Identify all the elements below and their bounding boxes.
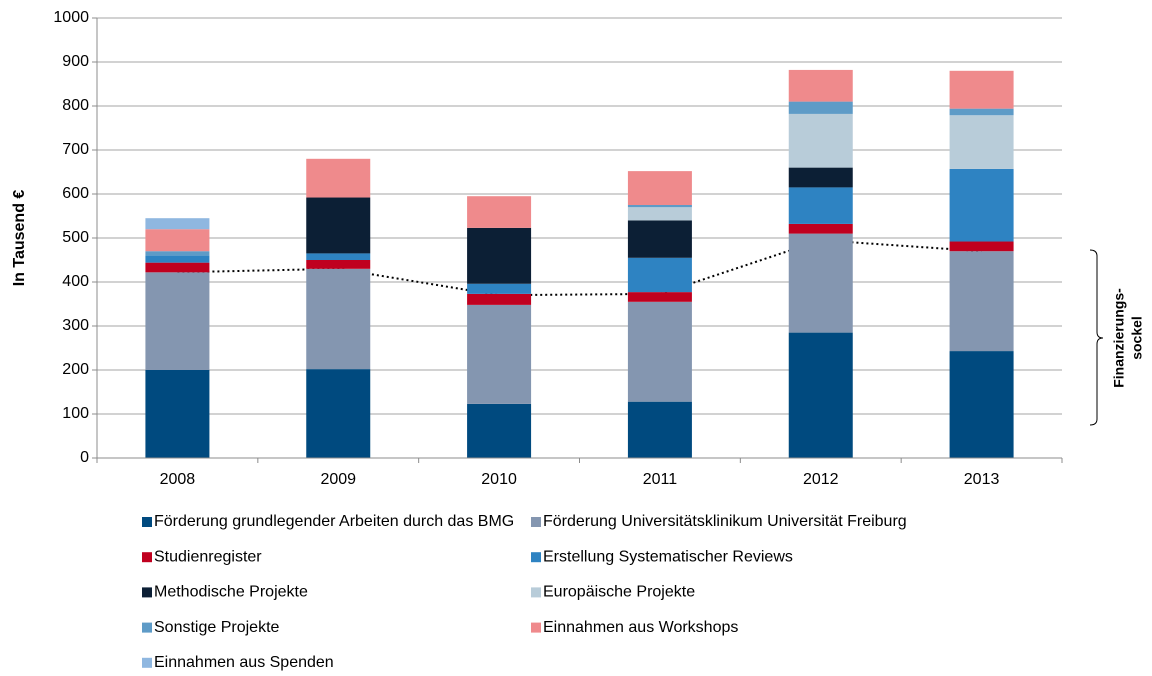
bar-segment xyxy=(467,304,532,404)
bar-segment xyxy=(627,301,692,402)
legend-swatch xyxy=(142,657,152,668)
legend-label: Europäische Projekte xyxy=(543,584,695,601)
bar-segment xyxy=(788,69,853,102)
bar-segment xyxy=(145,370,210,458)
y-tick-label: 600 xyxy=(62,185,89,202)
bar-segment xyxy=(145,262,210,273)
bar-segment xyxy=(627,257,692,293)
annotation: Finanzierungs- sockel xyxy=(1111,288,1145,388)
bar-segment xyxy=(788,187,853,224)
bar-segment xyxy=(949,241,1014,252)
bar-segment xyxy=(949,168,1014,242)
bar-segment xyxy=(949,251,1014,352)
y-tick-label: 200 xyxy=(62,361,89,378)
bar-segment xyxy=(627,401,692,458)
bracket xyxy=(1089,249,1104,426)
bar-segment xyxy=(788,113,853,168)
legend-label: Einnahmen aus Spenden xyxy=(154,654,334,671)
bar-segment xyxy=(306,158,371,198)
bar-segment xyxy=(467,196,532,228)
x-tick-label: 2013 xyxy=(964,471,1000,488)
bar-segment xyxy=(949,70,1014,109)
bar-segment xyxy=(788,167,853,188)
x-tick-label: 2010 xyxy=(481,471,517,488)
x-tick-label: 2012 xyxy=(803,471,839,488)
bar-segment xyxy=(467,283,532,294)
bar-segment xyxy=(627,205,692,208)
legend-swatch xyxy=(142,552,152,563)
legend-label: Förderung grundlegender Arbeiten durch d… xyxy=(154,513,514,530)
y-tick-label: 900 xyxy=(62,53,89,70)
bar-segment xyxy=(306,197,371,254)
bar-segment xyxy=(627,292,692,302)
annotation-line: sockel xyxy=(1129,316,1145,360)
bar-segment xyxy=(306,369,371,458)
bar-segment xyxy=(788,223,853,234)
bar-segment xyxy=(788,332,853,458)
y-tick-label: 700 xyxy=(62,141,89,158)
legend-swatch xyxy=(531,552,541,563)
bar-segment xyxy=(627,220,692,258)
bar-segment xyxy=(306,268,371,370)
bar-segment xyxy=(949,115,1014,169)
y-tick-label: 100 xyxy=(62,405,89,422)
legend-swatch xyxy=(142,622,152,633)
y-tick-label: 1000 xyxy=(53,9,89,26)
bar-segment xyxy=(145,251,210,256)
bar-segment xyxy=(145,255,210,263)
bar-segment xyxy=(627,171,692,205)
y-tick-label: 0 xyxy=(80,449,89,466)
bar-segment xyxy=(467,293,532,305)
bar-segment xyxy=(467,403,532,458)
bar-segment xyxy=(145,272,210,370)
bar-segment xyxy=(788,101,853,114)
bar-segment xyxy=(306,253,371,260)
y-axis-title: In Tausend € xyxy=(11,190,28,287)
legend-label: Studienregister xyxy=(154,548,262,565)
bar-segment xyxy=(949,351,1014,458)
y-tick-label: 400 xyxy=(62,273,89,290)
legend-swatch xyxy=(142,517,152,527)
bar-segment xyxy=(145,218,210,230)
bar-segment xyxy=(949,108,1014,116)
legend-swatch xyxy=(531,517,541,527)
legend-swatch xyxy=(142,587,152,598)
x-tick-label: 2008 xyxy=(160,471,196,488)
legend-label: Sonstige Projekte xyxy=(154,619,280,636)
y-tick-label: 800 xyxy=(62,97,89,114)
x-tick-label: 2009 xyxy=(320,471,356,488)
annotation-line: Finanzierungs- xyxy=(1111,288,1127,388)
legend-label: Einnahmen aus Workshops xyxy=(543,619,738,636)
legend-label: Methodische Projekte xyxy=(154,584,308,601)
legend-swatch xyxy=(531,622,541,633)
legend-label: Erstellung Systematischer Reviews xyxy=(543,548,793,565)
bar-segment xyxy=(145,229,210,252)
legend-swatch xyxy=(531,587,541,598)
bar-segment xyxy=(467,227,532,284)
y-tick-label: 500 xyxy=(62,229,89,246)
bar-segment xyxy=(627,207,692,221)
base-funding-line xyxy=(177,239,982,297)
y-tick-label: 300 xyxy=(62,317,89,334)
bar-segment xyxy=(788,233,853,333)
bar-segment xyxy=(306,260,371,269)
legend-label: Förderung Universitätsklinikum Universit… xyxy=(543,513,907,530)
x-tick-label: 2011 xyxy=(643,471,678,488)
